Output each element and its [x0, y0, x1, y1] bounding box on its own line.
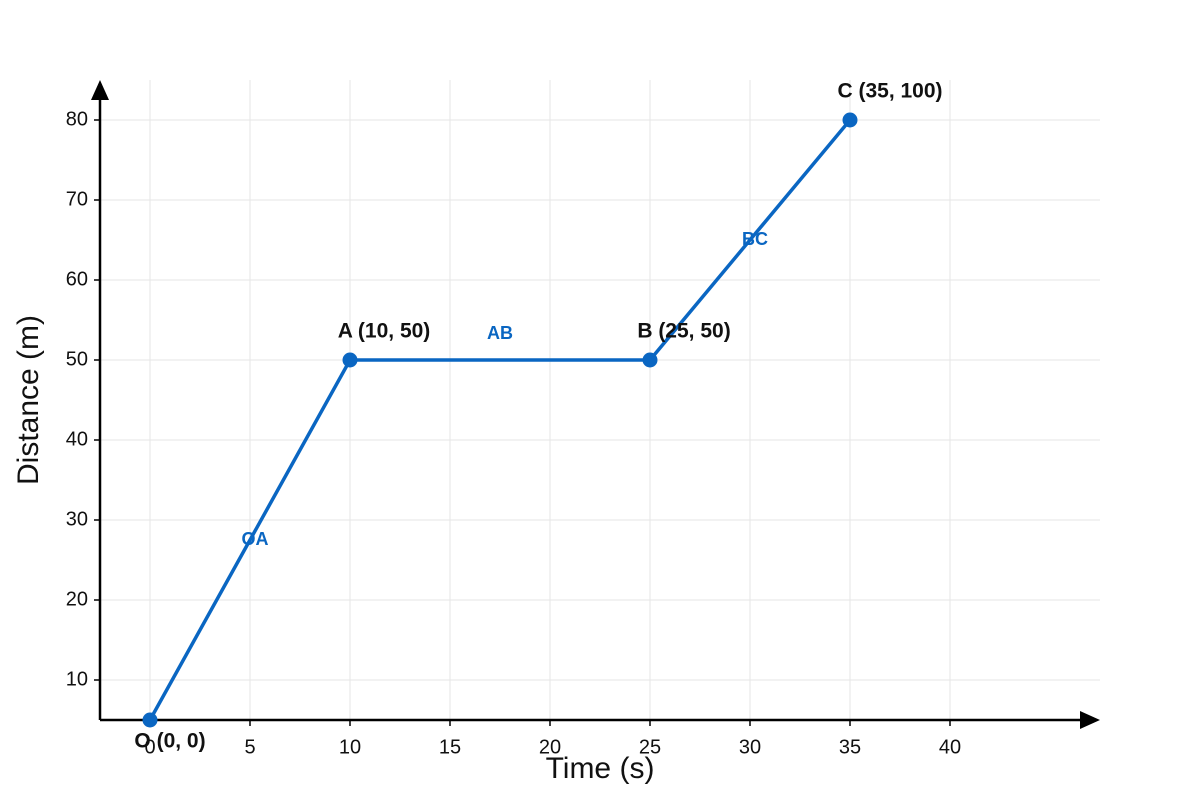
x-axis-arrow	[1080, 711, 1100, 729]
y-tick-label: 20	[66, 588, 88, 610]
y-tick-label: 70	[66, 188, 88, 210]
segment-label: OA	[242, 529, 269, 549]
x-tick-label: 10	[339, 736, 361, 758]
x-tick-label: 0	[144, 736, 155, 758]
segment-label: AB	[487, 323, 513, 343]
point	[842, 112, 858, 128]
y-axis-title: Distance (m)	[12, 315, 45, 485]
y-axis-arrow	[91, 80, 109, 100]
point	[342, 352, 358, 368]
x-tick-label: 20	[539, 736, 561, 758]
segment-label: BC	[742, 229, 768, 249]
x-tick-label: 40	[939, 736, 961, 758]
x-axis-title: Time (s)	[546, 752, 655, 785]
line	[148, 118, 852, 721]
grid	[100, 80, 1100, 720]
y-tick-label: 80	[66, 108, 88, 130]
point-label: O (0, 0)	[134, 730, 205, 753]
y-tick-label: 10	[66, 668, 88, 690]
x-tick-label: 30	[739, 736, 761, 758]
x-tick-label: 25	[639, 736, 661, 758]
point	[642, 352, 658, 368]
point-label: C (35, 100)	[837, 80, 942, 103]
y-tick-label: 40	[66, 428, 88, 450]
y-tick-label: 30	[66, 508, 88, 530]
x-tick-label: 35	[839, 736, 861, 758]
x-tick-label: 15	[439, 736, 461, 758]
point-label: A (10, 50)	[338, 320, 431, 343]
y-tick-label: 50	[66, 348, 88, 370]
point-label: B (25, 50)	[637, 320, 730, 343]
y-tick-label: 60	[66, 268, 88, 290]
x-tick-label: 5	[244, 736, 255, 758]
point	[142, 712, 158, 728]
